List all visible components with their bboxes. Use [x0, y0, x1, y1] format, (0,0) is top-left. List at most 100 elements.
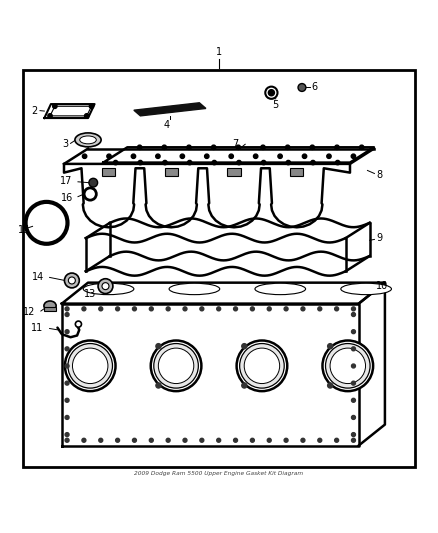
Text: 1: 1 [216, 47, 222, 57]
Circle shape [166, 307, 170, 311]
Ellipse shape [341, 283, 392, 295]
Circle shape [75, 321, 81, 327]
Circle shape [200, 438, 204, 442]
Circle shape [132, 438, 136, 442]
Circle shape [352, 330, 356, 334]
Circle shape [149, 438, 153, 442]
Text: 13: 13 [84, 288, 96, 298]
Circle shape [251, 438, 254, 442]
Circle shape [286, 145, 290, 149]
Circle shape [156, 383, 161, 388]
Circle shape [65, 398, 69, 402]
Circle shape [284, 438, 288, 442]
Circle shape [212, 160, 216, 165]
Circle shape [82, 154, 87, 158]
Circle shape [187, 160, 192, 165]
Circle shape [352, 416, 356, 419]
Circle shape [102, 282, 109, 289]
Circle shape [205, 154, 209, 158]
Circle shape [65, 347, 69, 351]
Circle shape [352, 381, 356, 385]
Text: 9: 9 [376, 233, 382, 243]
Circle shape [183, 307, 187, 311]
Circle shape [138, 160, 142, 165]
Bar [44, 307, 56, 311]
Circle shape [352, 398, 356, 402]
Circle shape [240, 344, 284, 388]
Ellipse shape [83, 283, 134, 295]
Circle shape [113, 160, 118, 165]
Circle shape [48, 114, 52, 118]
Circle shape [351, 154, 356, 158]
Circle shape [156, 154, 160, 158]
Circle shape [89, 104, 94, 108]
Circle shape [64, 273, 79, 288]
Text: 2: 2 [32, 106, 38, 116]
Circle shape [72, 348, 108, 384]
Circle shape [217, 307, 221, 311]
Circle shape [233, 307, 237, 311]
Circle shape [82, 307, 86, 311]
Circle shape [82, 438, 86, 442]
Circle shape [217, 438, 221, 442]
Circle shape [89, 179, 98, 187]
Circle shape [163, 160, 167, 165]
Circle shape [298, 84, 306, 92]
Circle shape [99, 307, 103, 311]
Circle shape [254, 154, 258, 158]
Circle shape [68, 277, 75, 284]
Circle shape [162, 145, 166, 149]
Circle shape [138, 145, 142, 149]
Circle shape [244, 348, 279, 384]
Circle shape [335, 145, 339, 149]
Text: 14: 14 [32, 271, 44, 281]
Circle shape [286, 160, 290, 165]
Circle shape [98, 279, 113, 294]
Circle shape [318, 307, 322, 311]
Text: 15: 15 [18, 225, 30, 235]
Circle shape [242, 383, 247, 388]
Circle shape [352, 347, 356, 351]
Circle shape [302, 154, 307, 158]
Circle shape [237, 341, 287, 391]
Circle shape [322, 341, 373, 391]
Circle shape [352, 438, 356, 442]
Circle shape [352, 307, 356, 311]
Circle shape [336, 160, 340, 165]
Circle shape [131, 154, 136, 158]
Circle shape [352, 312, 356, 317]
Circle shape [180, 154, 184, 158]
Circle shape [212, 145, 216, 149]
Circle shape [278, 154, 282, 158]
Circle shape [330, 348, 366, 384]
Ellipse shape [75, 133, 101, 147]
Text: 11: 11 [31, 324, 43, 334]
Bar [102, 168, 115, 176]
Text: 17: 17 [60, 176, 73, 187]
Bar [165, 168, 178, 176]
Circle shape [242, 344, 247, 349]
Text: 4: 4 [163, 120, 170, 130]
Circle shape [159, 348, 194, 384]
Text: 16: 16 [60, 192, 73, 203]
Circle shape [187, 145, 191, 149]
Circle shape [236, 145, 240, 149]
Text: 10: 10 [376, 281, 389, 291]
Circle shape [85, 114, 89, 118]
Circle shape [335, 438, 339, 442]
Circle shape [65, 438, 69, 442]
Circle shape [65, 433, 69, 437]
Text: 6: 6 [311, 83, 318, 93]
Circle shape [68, 344, 113, 388]
Circle shape [116, 307, 120, 311]
Circle shape [53, 104, 57, 108]
Ellipse shape [44, 301, 56, 311]
Circle shape [301, 438, 305, 442]
Circle shape [65, 341, 116, 391]
Circle shape [65, 307, 69, 311]
Circle shape [149, 307, 153, 311]
Polygon shape [134, 103, 206, 116]
Circle shape [284, 307, 288, 311]
Circle shape [352, 364, 356, 368]
Circle shape [65, 364, 69, 368]
